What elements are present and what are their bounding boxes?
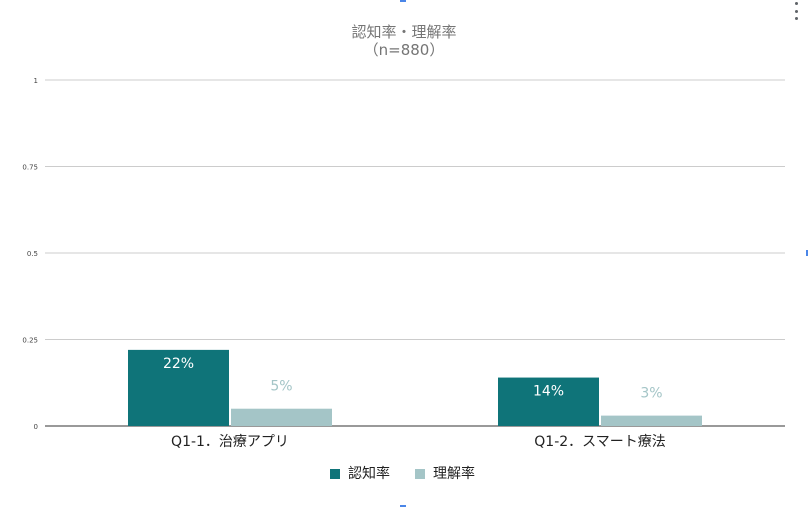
chart-title: 認知率・理解率 — [351, 23, 456, 41]
legend-swatch — [330, 469, 340, 479]
x-axis-ticks: Q1-1．治療アプリ Q1-2．スマート療法 — [171, 433, 666, 450]
legend-label: 理解率 — [433, 465, 475, 482]
x-tick-label: Q1-1．治療アプリ — [171, 433, 289, 450]
x-tick-label: Q1-2．スマート療法 — [534, 433, 665, 450]
resize-handle-bottom[interactable] — [400, 505, 406, 507]
chart-subtitle: （n=880） — [364, 41, 445, 59]
bar[interactable] — [498, 377, 599, 426]
resize-handle-top[interactable] — [400, 0, 406, 2]
data-label: 22% — [163, 356, 194, 372]
resize-handle-right[interactable] — [806, 250, 808, 256]
chart-menu-icon[interactable] — [793, 2, 799, 20]
data-label: 14% — [533, 384, 564, 400]
data-label: 5% — [270, 379, 292, 395]
y-tick-label: 0.75 — [22, 164, 38, 172]
bars: 22% 5% 14% 3% — [128, 349, 702, 426]
y-tick-label: 0.5 — [27, 250, 38, 258]
bar[interactable] — [601, 415, 702, 426]
legend-label: 認知率 — [348, 465, 390, 482]
y-tick-label: 0 — [34, 423, 38, 431]
y-tick-label: 0.25 — [22, 337, 38, 345]
bar[interactable] — [128, 349, 229, 426]
y-tick-label: 1 — [34, 77, 38, 85]
y-axis-ticks: 0 0.25 0.5 0.75 1 — [22, 77, 38, 431]
bar[interactable] — [231, 408, 332, 426]
data-label: 3% — [640, 386, 662, 402]
legend-swatch — [415, 469, 425, 479]
legend: 認知率 理解率 — [330, 465, 475, 482]
